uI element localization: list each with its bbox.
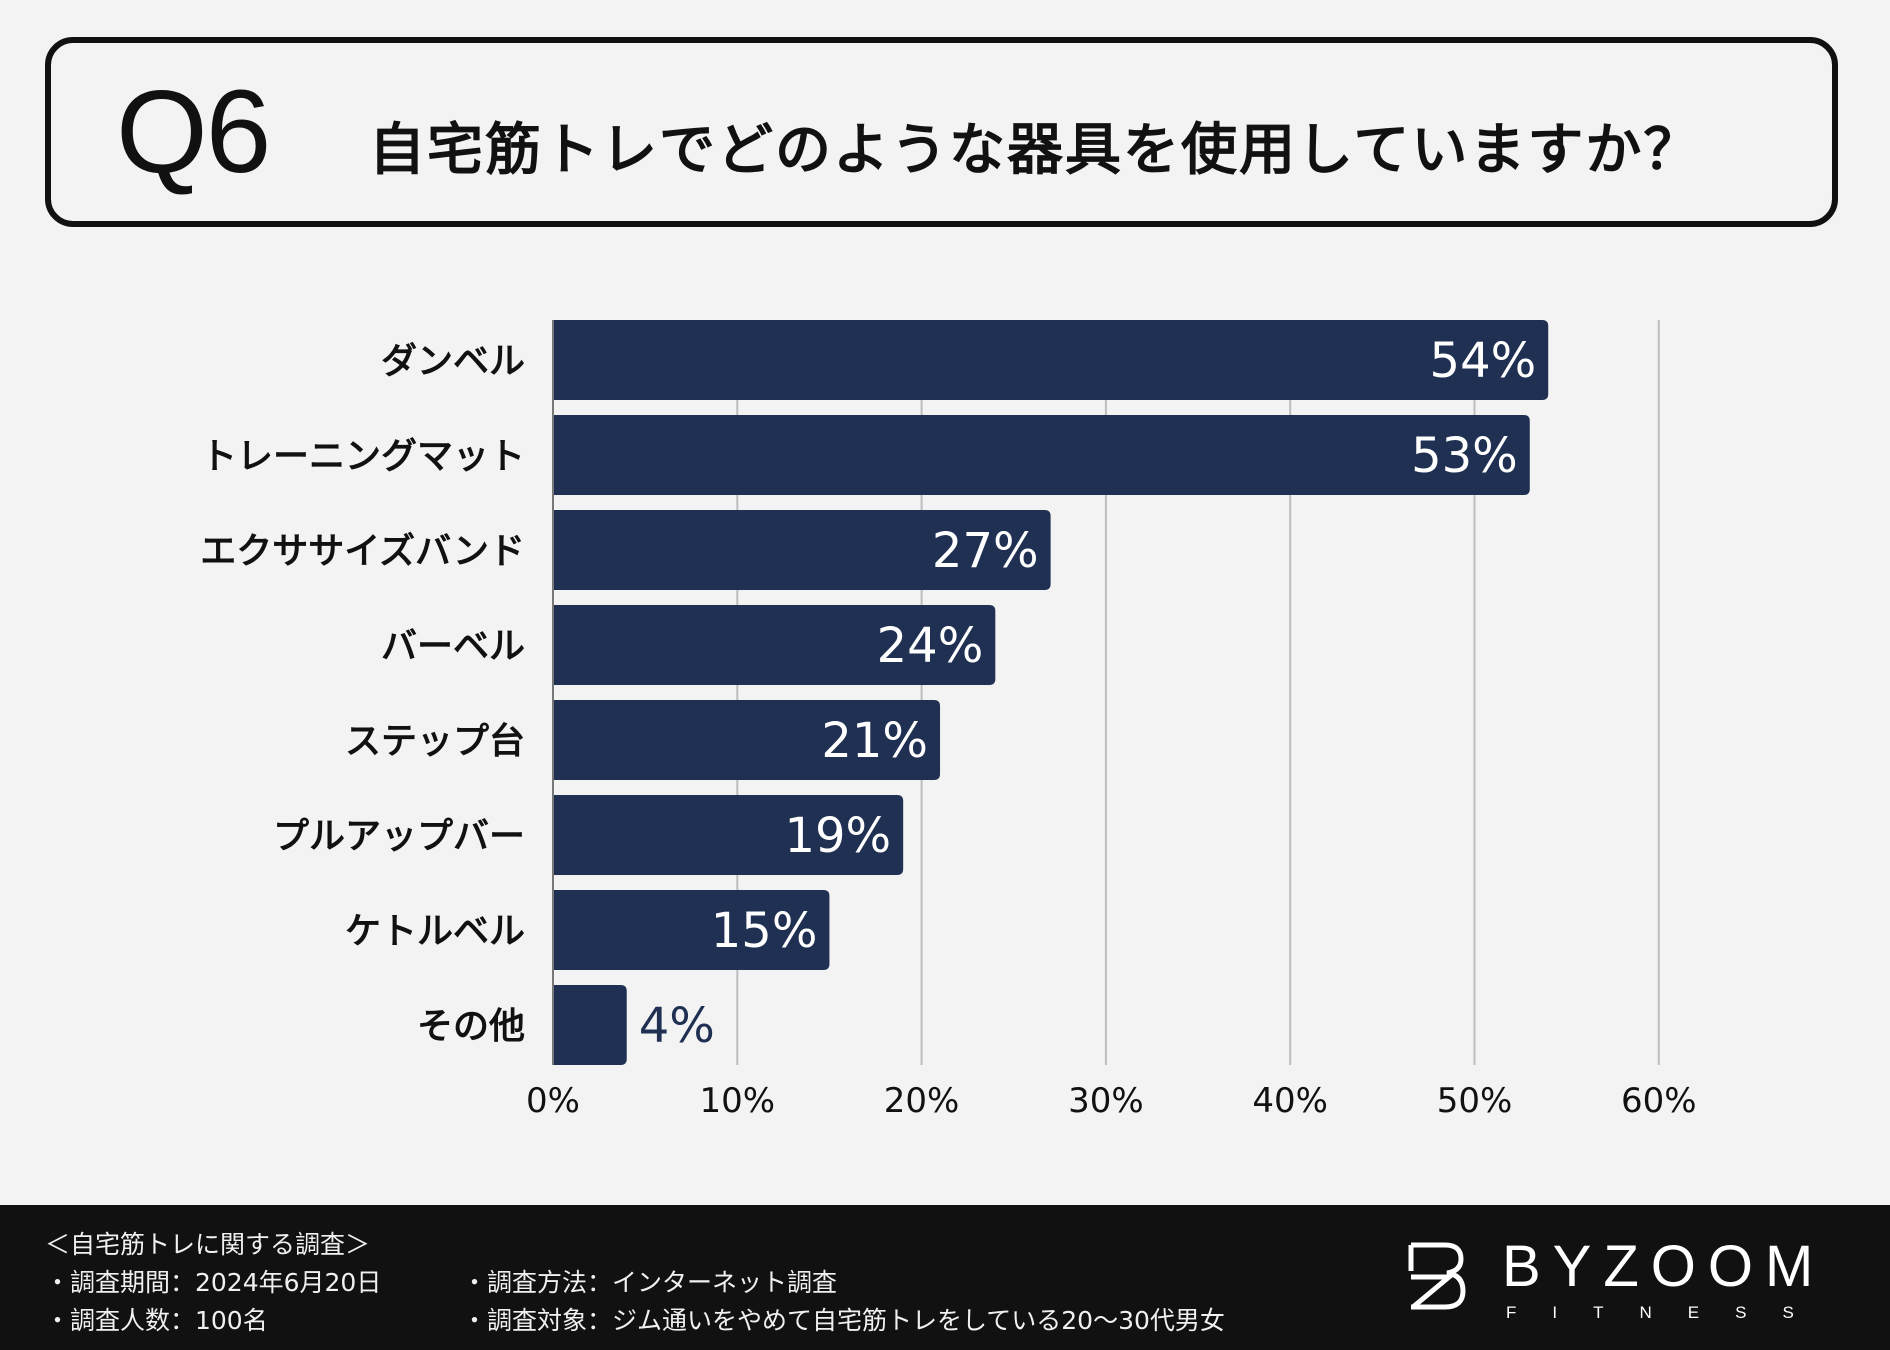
- data-label: 21%: [821, 713, 928, 769]
- survey-method: ・調査方法：インターネット調査: [462, 1268, 838, 1297]
- data-label: 4%: [639, 998, 715, 1054]
- category-label: バーベル: [381, 626, 525, 667]
- bar: [553, 700, 941, 780]
- question-text: 自宅筋トレでどのような器具を使用していますか？: [369, 118, 1702, 183]
- data-label: 15%: [711, 903, 818, 959]
- category-label: プルアップバー: [273, 816, 525, 857]
- data-label: 19%: [784, 808, 891, 864]
- x-tick-label: 60%: [1621, 1081, 1697, 1121]
- bar: [553, 795, 904, 875]
- logo-subtitle: FITNESS: [1506, 1303, 1830, 1322]
- question-number: Q6: [116, 66, 271, 198]
- byzoom-logo-icon: [1408, 1242, 1466, 1310]
- bar: [553, 890, 830, 970]
- bar-chart: 0% 10% 20% 30% 40% 50% 60% ダンベル 54% トレーニングマット 53% エ…: [200, 320, 1697, 1121]
- bar: [553, 985, 627, 1065]
- bar: [553, 510, 1051, 590]
- x-tick-label: 20%: [884, 1081, 960, 1121]
- x-tick-label: 10%: [700, 1081, 776, 1121]
- question-header: Q6 自宅筋トレでどのような器具を使用していますか？: [45, 37, 1838, 227]
- category-label: ステップ台: [345, 721, 525, 762]
- data-label: 24%: [877, 618, 984, 674]
- data-label: 27%: [932, 523, 1039, 579]
- survey-target: ・調査対象：ジム通いをやめて自宅筋トレをしている20～30代男女: [462, 1306, 1225, 1335]
- x-tick-label: 40%: [1252, 1081, 1328, 1121]
- x-tick-label: 30%: [1068, 1081, 1144, 1121]
- category-label: その他: [417, 1006, 525, 1047]
- bar: [553, 320, 1549, 400]
- category-label: エクササイズバンド: [200, 530, 525, 572]
- bar: [553, 415, 1530, 495]
- survey-period: ・調査期間：2024年6月20日: [45, 1268, 382, 1297]
- bar: [553, 605, 996, 685]
- x-tick-label: 0%: [526, 1081, 580, 1121]
- category-label: ケトルベル: [345, 911, 525, 952]
- category-label: トレーニングマット: [201, 436, 525, 477]
- x-tick-label: 50%: [1437, 1081, 1513, 1121]
- logo-wordmark: BYZOOM: [1502, 1234, 1826, 1299]
- category-label: ダンベル: [381, 341, 525, 382]
- survey-title: ＜自宅筋トレに関する調査＞: [45, 1230, 371, 1259]
- footer: ＜自宅筋トレに関する調査＞ ・調査期間：2024年6月20日 ・調査人数：100…: [0, 1205, 1890, 1350]
- data-label: 53%: [1411, 428, 1518, 484]
- data-label: 54%: [1430, 333, 1537, 389]
- survey-respondents: ・調査人数：100名: [45, 1306, 268, 1335]
